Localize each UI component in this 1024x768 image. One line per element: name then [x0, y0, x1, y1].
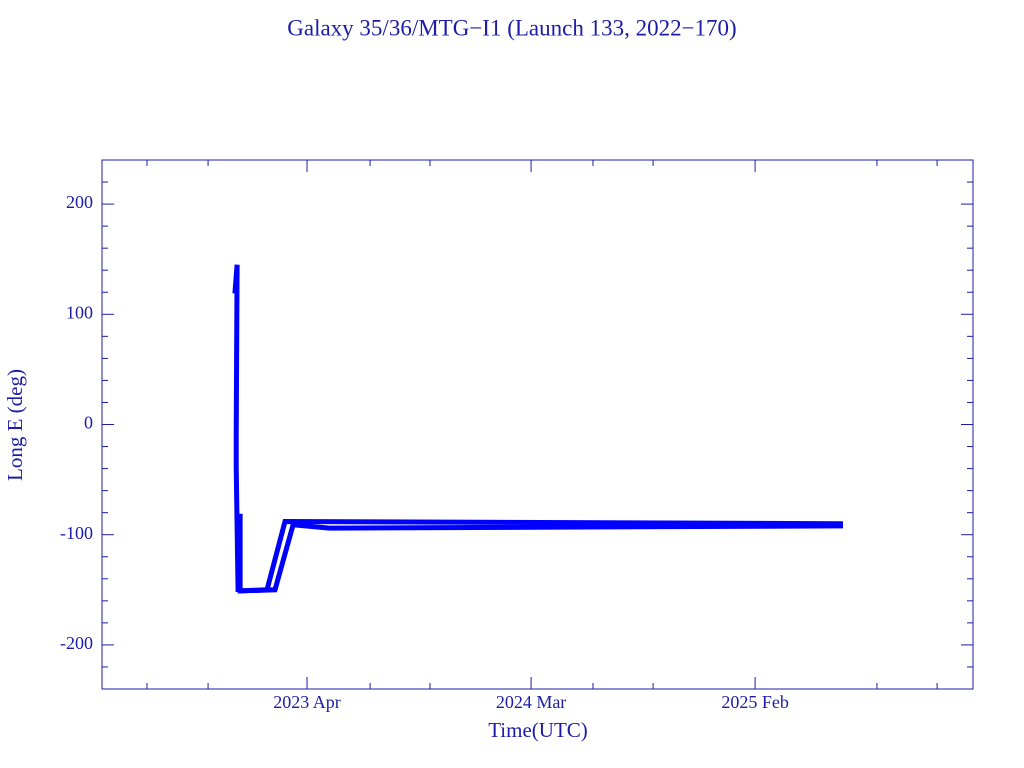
- y-tick-label: 200: [66, 192, 93, 212]
- x-axis-label: Time(UTC): [488, 718, 588, 742]
- y-tick-label: -200: [60, 633, 93, 653]
- plot-frame: [101, 159, 974, 690]
- x-tick-label: 2025 Feb: [721, 692, 789, 712]
- y-tick-label: 100: [66, 302, 93, 322]
- y-tick-label: -100: [60, 523, 93, 543]
- data-line: [232, 264, 844, 594]
- x-tick-label: 2023 Apr: [273, 692, 341, 712]
- x-tick-label: 2024 Mar: [496, 692, 567, 712]
- chart-title: Galaxy 35/36/MTG−I1 (Launch 133, 2022−17…: [287, 15, 736, 40]
- data-line: [240, 522, 844, 594]
- y-tick-label: 0: [84, 413, 93, 433]
- y-axis-label: Long E (deg): [3, 369, 27, 481]
